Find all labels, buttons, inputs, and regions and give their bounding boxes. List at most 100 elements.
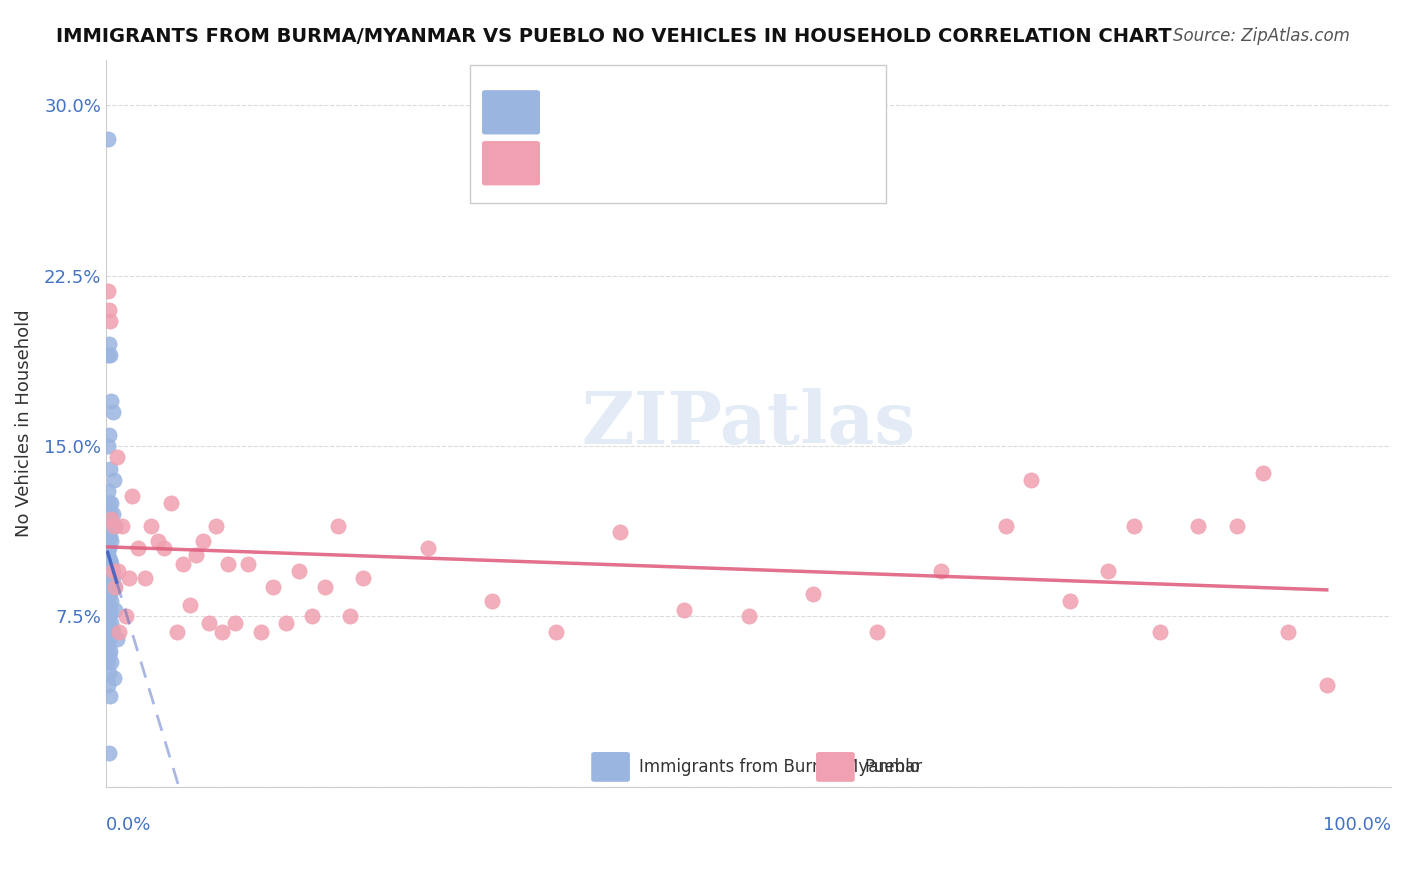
Point <box>98 587 121 601</box>
Point <box>97 655 120 669</box>
Point <box>97 621 120 635</box>
Point <box>97 575 120 590</box>
Point <box>1059 593 1081 607</box>
Text: R =  0.298   N = 60: R = 0.298 N = 60 <box>555 155 779 175</box>
Point <box>97 616 120 631</box>
FancyBboxPatch shape <box>817 753 853 781</box>
Point <box>97 348 120 362</box>
Point <box>100 496 122 510</box>
Point <box>97 609 120 624</box>
Point <box>101 405 124 419</box>
Point <box>801 587 824 601</box>
Point <box>100 655 122 669</box>
Point <box>97 439 120 453</box>
Point <box>339 609 361 624</box>
Point <box>98 552 121 566</box>
Point <box>98 621 121 635</box>
Point <box>217 557 239 571</box>
Point <box>204 518 226 533</box>
Point <box>866 625 889 640</box>
Point <box>98 689 121 703</box>
Point <box>609 525 631 540</box>
Point <box>97 302 120 317</box>
Point <box>97 518 120 533</box>
FancyBboxPatch shape <box>482 91 540 134</box>
Point <box>97 746 120 760</box>
Point <box>100 593 122 607</box>
Point <box>134 571 156 585</box>
Y-axis label: No Vehicles in Household: No Vehicles in Household <box>15 310 32 537</box>
Point <box>673 602 696 616</box>
Point <box>153 541 176 556</box>
Point <box>97 285 120 299</box>
Point <box>98 530 121 544</box>
Point <box>186 548 208 562</box>
Point <box>104 580 127 594</box>
Point <box>97 336 120 351</box>
Point <box>97 580 120 594</box>
Point <box>97 548 120 562</box>
Point <box>1123 518 1146 533</box>
Point <box>104 602 127 616</box>
Point <box>97 609 120 624</box>
Point <box>416 541 439 556</box>
Point <box>98 348 121 362</box>
Point <box>108 625 131 640</box>
Point <box>544 625 567 640</box>
Point <box>114 609 136 624</box>
Point <box>326 518 349 533</box>
Point <box>103 518 125 533</box>
Point <box>97 639 120 653</box>
Point <box>249 625 271 640</box>
Point <box>97 564 120 578</box>
Point <box>101 564 124 578</box>
Point <box>1226 518 1249 533</box>
Point <box>97 598 120 612</box>
Point <box>97 632 120 647</box>
Point <box>198 616 221 631</box>
Point <box>100 393 122 408</box>
Point <box>98 564 121 578</box>
FancyBboxPatch shape <box>592 753 630 781</box>
Text: Pueblo: Pueblo <box>865 758 920 776</box>
Point <box>100 512 122 526</box>
Point <box>1316 678 1339 692</box>
FancyBboxPatch shape <box>470 65 886 202</box>
Point <box>105 450 128 465</box>
Point <box>1149 625 1171 640</box>
Point <box>105 632 128 647</box>
Point <box>191 534 214 549</box>
Point <box>97 541 120 556</box>
Point <box>107 564 129 578</box>
Point <box>98 507 121 521</box>
Point <box>737 609 759 624</box>
Point <box>994 518 1017 533</box>
Point <box>146 534 169 549</box>
Point <box>97 427 120 442</box>
Point <box>100 557 122 571</box>
Point <box>100 616 122 631</box>
Point <box>481 593 503 607</box>
Text: ZIPatlas: ZIPatlas <box>582 388 915 458</box>
Text: IMMIGRANTS FROM BURMA/MYANMAR VS PUEBLO NO VEHICLES IN HOUSEHOLD CORRELATION CHA: IMMIGRANTS FROM BURMA/MYANMAR VS PUEBLO … <box>56 27 1171 45</box>
Point <box>101 571 124 585</box>
Text: Source: ZipAtlas.com: Source: ZipAtlas.com <box>1173 27 1350 45</box>
Point <box>1097 564 1119 578</box>
Point <box>97 496 120 510</box>
Point <box>97 648 120 662</box>
Point <box>97 587 120 601</box>
Point <box>97 552 120 566</box>
Point <box>100 534 122 549</box>
Point <box>179 598 201 612</box>
Point <box>236 557 259 571</box>
Point <box>97 598 120 612</box>
Point <box>103 580 125 594</box>
Point <box>301 609 323 624</box>
Point <box>314 580 336 594</box>
Point <box>288 564 311 578</box>
Point <box>97 484 120 499</box>
Point <box>97 666 120 681</box>
Point <box>97 132 120 146</box>
Point <box>211 625 233 640</box>
Point <box>118 571 141 585</box>
